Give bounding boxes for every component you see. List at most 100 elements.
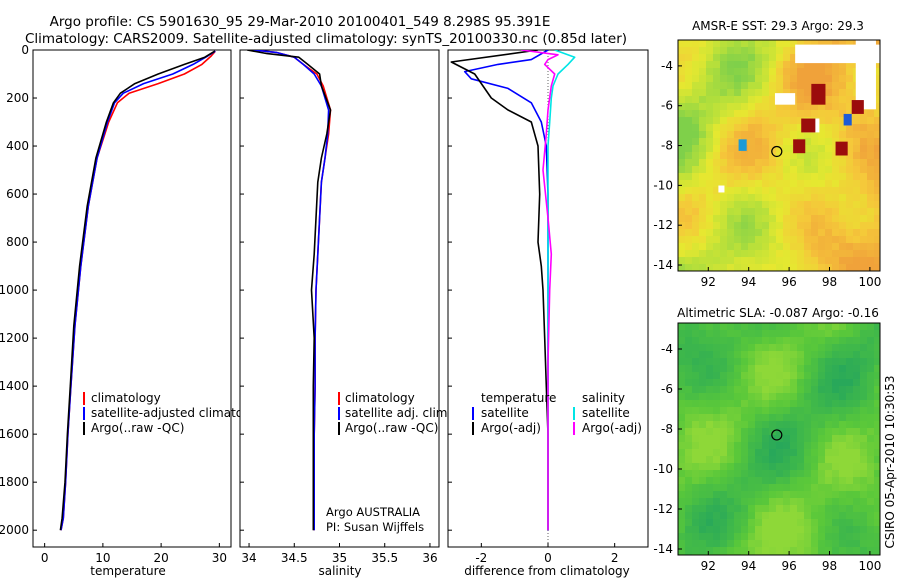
sla-cell (699, 330, 707, 338)
sla-cell (811, 470, 819, 478)
sst-cell (734, 187, 742, 195)
sst-cell (769, 54, 777, 62)
sla-cell (832, 442, 840, 450)
sst-cell (741, 194, 749, 202)
depth-ytick-label: 1400 (0, 379, 29, 393)
sla-cell (769, 365, 777, 373)
sla-cell (769, 351, 777, 359)
sla-cell (720, 442, 728, 450)
sst-cell (734, 82, 742, 90)
sla-cell (797, 547, 805, 555)
sst-cell (839, 243, 847, 251)
sst-cell (783, 103, 791, 111)
temperature-legend: climatology satellite-adjusted climatolo… (83, 391, 269, 435)
sla-cell (685, 428, 693, 436)
sst-cell (699, 131, 707, 139)
sst-cell (874, 173, 880, 181)
sla-cell (874, 477, 880, 485)
sla-cell (860, 400, 868, 408)
sla-cell (853, 379, 861, 387)
sla-cell (769, 414, 777, 422)
sst-cell (741, 264, 749, 271)
sla-cell (860, 428, 868, 436)
sla-cell (832, 421, 840, 429)
sla-cell (699, 463, 707, 471)
sst-map-xtick-label: 100 (858, 275, 881, 289)
sst-cell (790, 166, 798, 174)
sst-cell (769, 75, 777, 83)
sla-cell (839, 498, 847, 506)
sla-cell (832, 365, 840, 373)
sla-cell (797, 435, 805, 443)
sst-cell (853, 250, 861, 258)
sst-cell (832, 215, 840, 223)
sla-map-panel: Altimetric SLA: -0.087 Argo: -0.16 92 94 9… (653, 306, 881, 573)
sst-cell (713, 61, 721, 69)
sst-cell (776, 236, 784, 244)
sst-cell (720, 194, 728, 202)
sla-cell (846, 547, 854, 555)
sst-map-title: AMSR-E SST: 29.3 Argo: 29.3 (692, 19, 864, 33)
sla-cell (762, 435, 770, 443)
sla-cell (804, 463, 812, 471)
sla-cell (832, 344, 840, 352)
sst-cell (825, 89, 833, 97)
salinity-xtick-label: 35 (332, 551, 347, 565)
sst-map-ytick-label: -4 (661, 59, 673, 73)
sst-cell (734, 117, 742, 125)
sst-cell (825, 166, 833, 174)
sla-cell (734, 519, 742, 527)
sst-cell (804, 61, 812, 69)
sst-cell (685, 264, 693, 271)
sla-cell (804, 449, 812, 457)
sla-cell (811, 428, 819, 436)
sst-cell (811, 201, 819, 209)
sst-cell (762, 131, 770, 139)
sla-cell (734, 484, 742, 492)
sst-cell (734, 208, 742, 216)
sst-cell (727, 201, 735, 209)
sla-cell (713, 484, 721, 492)
sst-cell (720, 117, 728, 125)
sst-cell (860, 250, 868, 258)
sst-cell (678, 145, 686, 153)
sla-cell (853, 365, 861, 373)
sst-cell (748, 110, 756, 118)
sla-cell (692, 400, 700, 408)
sla-cell (818, 519, 826, 527)
sst-cell (748, 194, 756, 202)
sst-cell (839, 215, 847, 223)
sla-cell (720, 505, 728, 513)
sla-cell (783, 463, 791, 471)
sst-cell (692, 229, 700, 237)
sla-cell (776, 498, 784, 506)
sst-cell (692, 222, 700, 230)
sla-cell (734, 449, 742, 457)
sst-cell (741, 103, 749, 111)
sst-cell (720, 89, 728, 97)
sla-cell (685, 526, 693, 534)
temperature-xtick-label: 10 (95, 551, 110, 565)
sst-cell (825, 173, 833, 181)
sla-cell (748, 435, 756, 443)
sst-cell (804, 236, 812, 244)
sst-cell (727, 166, 735, 174)
sla-cell (755, 379, 763, 387)
sst-cell (832, 61, 840, 69)
sla-cell (727, 519, 735, 527)
sst-cell (839, 68, 847, 76)
sst-cell (741, 201, 749, 209)
sla-cell (762, 442, 770, 450)
sst-cell (860, 222, 868, 230)
sla-cell (699, 323, 707, 331)
sla-cell (755, 477, 763, 485)
sla-cell (860, 484, 868, 492)
sst-cell (853, 145, 861, 153)
difference-legend-temperature-argo: Argo(-adj) (481, 421, 541, 435)
sla-cell (839, 323, 847, 331)
sst-cell (741, 159, 749, 167)
sla-cell (678, 533, 686, 541)
sst-cell (867, 145, 875, 153)
sla-cell (832, 386, 840, 394)
sst-cell (839, 222, 847, 230)
